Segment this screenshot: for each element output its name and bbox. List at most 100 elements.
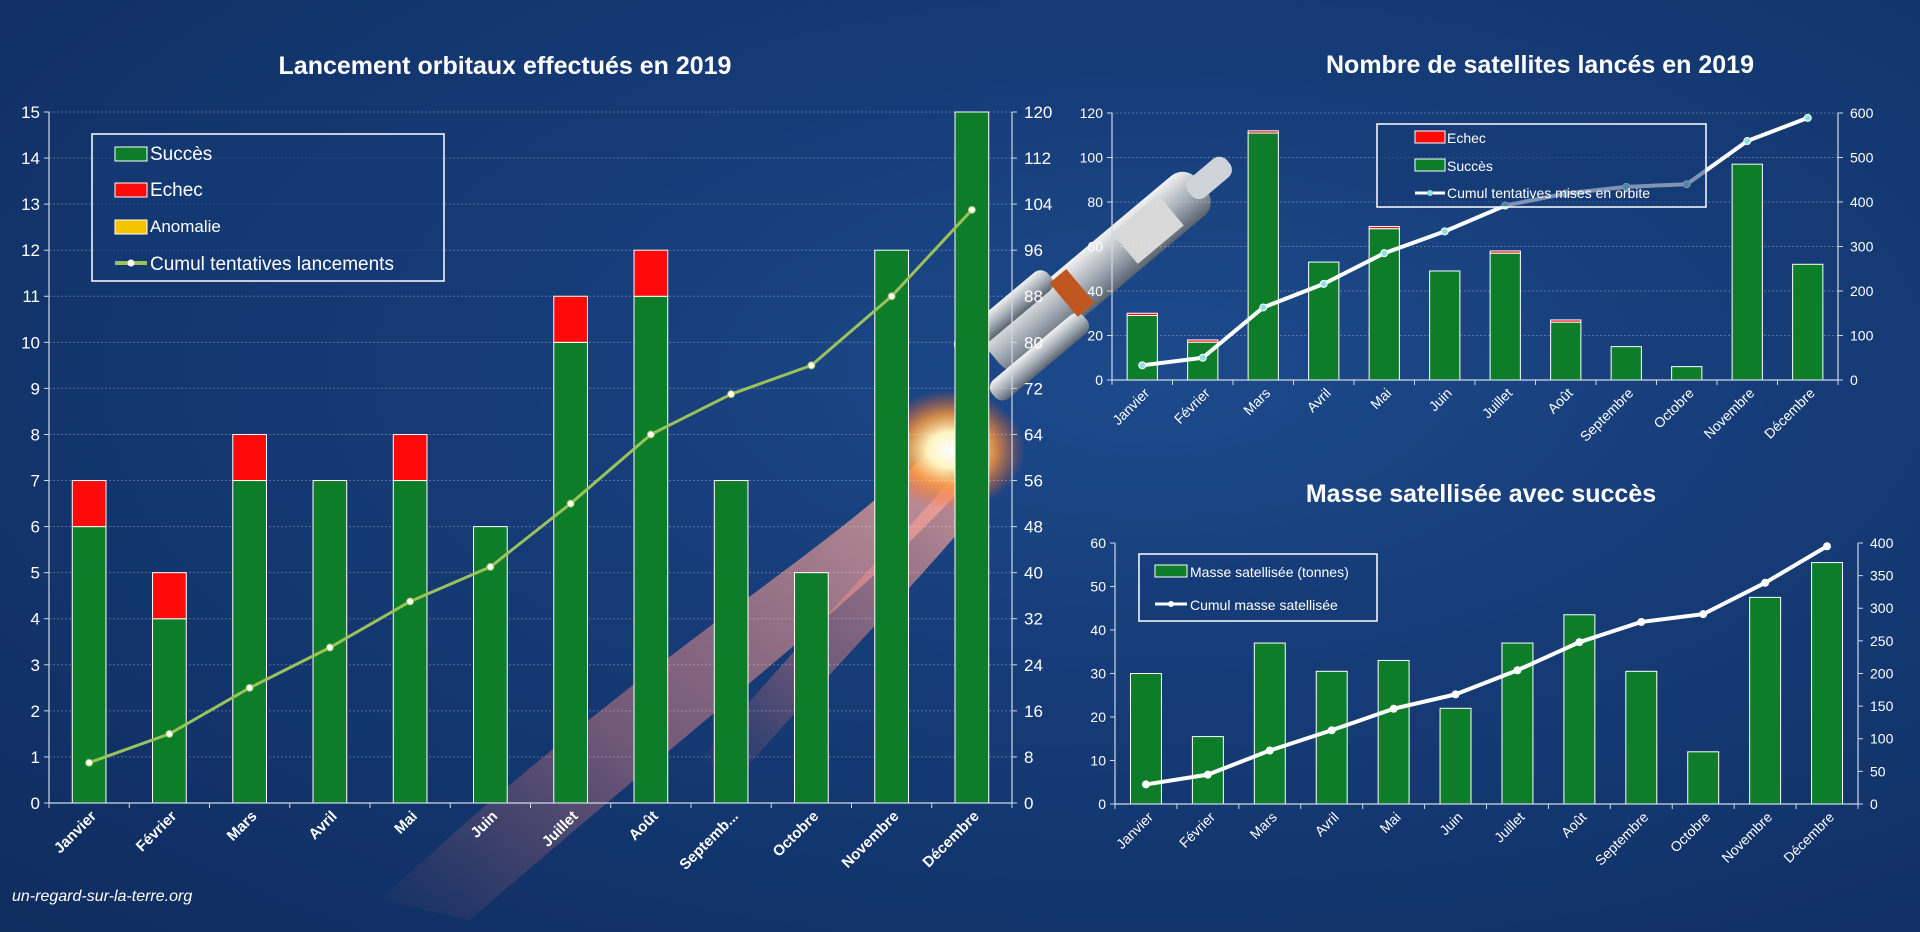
legend-label-anomalie: Anomalie — [150, 217, 221, 236]
y-tick-label-right: 96 — [1024, 241, 1043, 260]
y-tick-label-right: 112 — [1024, 149, 1051, 168]
x-category-label: Mai — [1376, 809, 1403, 836]
x-category-label: Janvier — [1113, 809, 1156, 852]
y-tick-label-right: 48 — [1024, 518, 1043, 537]
x-category-label: Avril — [1311, 809, 1341, 839]
cumulative-point-8 — [646, 430, 655, 439]
y-tick-label-left: 0 — [1098, 796, 1106, 812]
y-tick-label-right: 88 — [1024, 287, 1043, 306]
cumulative-point-5 — [1380, 249, 1389, 258]
y-tick-label-right: 40 — [1024, 564, 1043, 583]
x-category-label: Septemb... — [676, 808, 742, 874]
bar-succ-s-10 — [794, 572, 829, 804]
chart-mass-bars — [1129, 562, 1844, 805]
bar-echec-7 — [1489, 250, 1521, 254]
x-category-label: Mars — [1247, 809, 1280, 842]
cumulative-point-9 — [1637, 617, 1646, 626]
cumulative-point-11 — [1743, 137, 1752, 146]
y-tick-label-left: 60 — [1090, 535, 1106, 551]
x-category-label: Février — [133, 808, 181, 856]
y-tick-label-left: 9 — [31, 379, 40, 398]
x-category-label: Janvier — [51, 808, 100, 857]
bar-succ-s-8 — [1550, 321, 1582, 381]
chart-launches-title: Lancement orbitaux effectués en 2019 — [279, 52, 732, 80]
y-tick-label-right: 32 — [1024, 610, 1043, 629]
y-tick-label-right: 64 — [1024, 425, 1043, 444]
x-category-label: Février — [1171, 385, 1213, 427]
chart-mass: Masse satellisée avec succès 0 10 20 30 40 50… — [1090, 480, 1893, 869]
x-category-label: Novembre — [839, 808, 903, 872]
chart-satellites: Nombre de satellites lancés en 2019 0 20 4… — [1080, 51, 1874, 445]
bar-succ-s-3 — [232, 480, 267, 804]
legend-swatch-succes — [1414, 158, 1446, 172]
y-tick-label-left: 8 — [31, 425, 40, 444]
x-category-label: Octobre — [1667, 809, 1714, 856]
x-category-label: Juillet — [1491, 809, 1528, 846]
bar-echec-2 — [1187, 339, 1219, 343]
bar-echec-8 — [1550, 319, 1582, 323]
bar-succ-s-2 — [152, 618, 187, 804]
x-category-label: Août — [1558, 809, 1590, 841]
cumulative-point-6 — [1451, 690, 1460, 699]
cumulative-point-6 — [1440, 227, 1449, 236]
bar-succ-s-10 — [1671, 366, 1703, 381]
x-category-label: Décembre — [919, 808, 982, 871]
chart-launches-bars — [71, 111, 990, 804]
legend-label-echec: Echec — [150, 180, 203, 201]
bar-succ-s-5 — [392, 480, 428, 804]
y-tick-label-right: 400 — [1850, 194, 1874, 210]
bar-succ-s-7 — [1489, 252, 1521, 381]
bar-succ-s-11 — [1731, 163, 1763, 381]
cumulative-point-10 — [807, 361, 816, 370]
x-category-label: Juillet — [1479, 385, 1516, 422]
y-tick-label-right: 300 — [1850, 238, 1874, 254]
legend-swatch-masse — [1154, 564, 1188, 578]
cumulative-point-8 — [1575, 638, 1584, 647]
bar-echec-1 — [1126, 312, 1158, 316]
x-category-label: Avril — [305, 808, 340, 843]
chart-launches: Lancement orbitaux effectués en 2019 012… — [21, 52, 1052, 873]
chart-satellites-title: Nombre de satellites lancés en 2019 — [1326, 51, 1754, 79]
cumulative-point-3 — [1259, 303, 1268, 312]
bar-succ-s-12 — [1792, 263, 1824, 381]
y-tick-label-right: 150 — [1870, 698, 1894, 714]
cumulative-point-11 — [887, 292, 896, 301]
y-tick-label-left: 14 — [21, 149, 40, 168]
bar-succ-s-11 — [874, 249, 909, 804]
y-tick-label-left: 20 — [1090, 709, 1106, 725]
bar-masse-satellis-e-tonnes--9 — [1625, 670, 1658, 805]
legend-label-echec: Echec — [1447, 130, 1486, 146]
y-tick-label-right: 104 — [1024, 195, 1052, 214]
y-tick-label-left: 15 — [21, 103, 40, 122]
bar-echec-1 — [71, 480, 107, 528]
legend-marker-cumul — [1427, 190, 1433, 196]
chart-launches-legend: Succès Echec Anomalie Cumul tentatives l… — [91, 133, 445, 282]
y-tick-label-left: 7 — [31, 471, 40, 490]
legend-label-succes: Succès — [150, 144, 212, 165]
x-category-label: Août — [1544, 385, 1576, 417]
x-category-label: Mai — [1367, 385, 1394, 412]
y-tick-label-left: 50 — [1090, 578, 1106, 594]
y-tick-label-left: 11 — [22, 287, 40, 306]
bar-echec-7 — [553, 295, 588, 343]
y-tick-label-right: 100 — [1870, 731, 1894, 747]
y-tick-label-left: 1 — [31, 748, 40, 767]
cumulative-point-3 — [1265, 746, 1274, 755]
legend-label-cumul: Cumul tentatives mises en orbite — [1447, 185, 1650, 201]
bar-succ-s-12 — [954, 111, 990, 804]
y-tick-label-left: 10 — [21, 333, 40, 352]
chart-mass-title: Masse satellisée avec succès — [1306, 480, 1656, 508]
y-tick-label-right: 250 — [1870, 633, 1894, 649]
cumulative-line — [1145, 544, 1829, 787]
bar-succ-s-7 — [553, 341, 588, 804]
y-tick-label-right: 500 — [1850, 149, 1874, 165]
y-tick-label-right: 0 — [1870, 796, 1878, 812]
cumulative-point-12 — [1823, 542, 1832, 551]
cumulative-point-4 — [325, 643, 334, 652]
y-tick-label-left: 4 — [31, 610, 40, 629]
x-category-label: Février — [1176, 809, 1218, 851]
legend-label-succes: Succès — [1447, 158, 1493, 174]
legend-box — [91, 133, 445, 282]
y-tick-label-left: 0 — [1095, 372, 1103, 388]
bar-masse-satellis-e-tonnes--3 — [1253, 642, 1286, 805]
